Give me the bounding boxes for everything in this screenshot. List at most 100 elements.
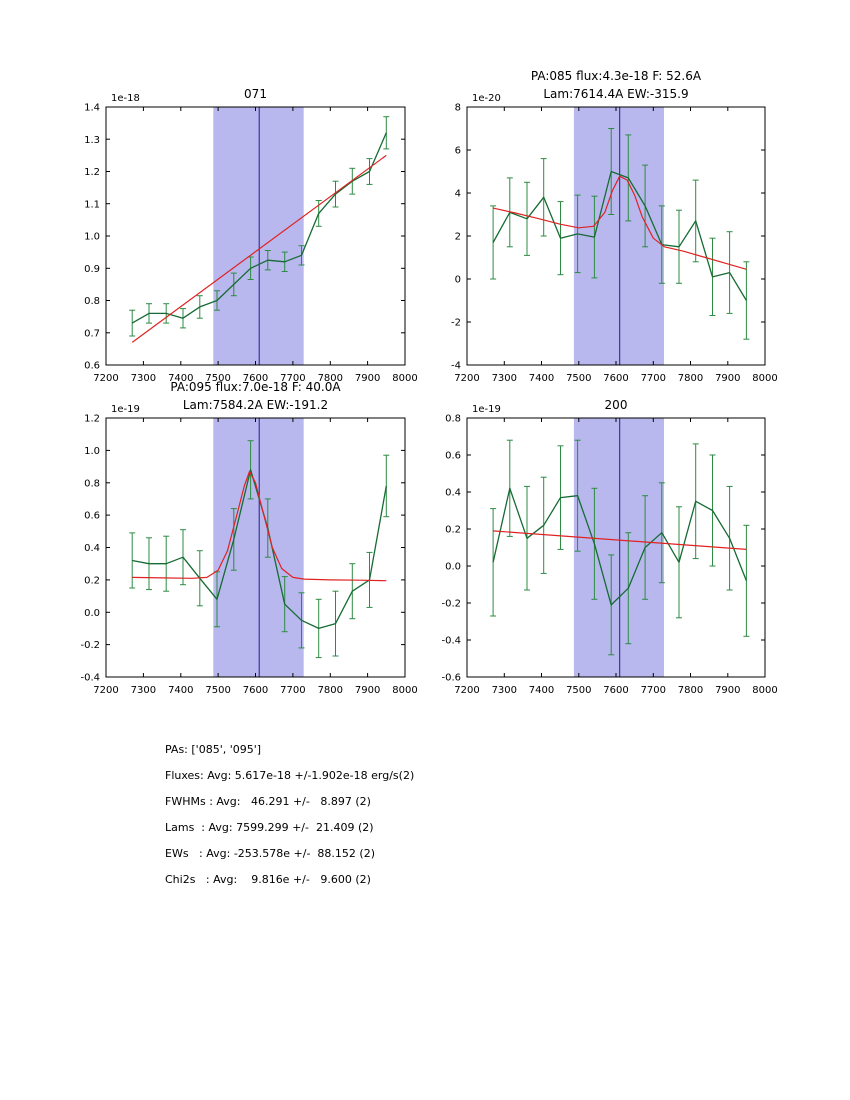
summary-line-fwhms: FWHMs : Avg: 46.291 +/- 8.897 (2) xyxy=(165,795,371,808)
summary-line-pas: PAs: ['085', '095'] xyxy=(165,743,262,756)
y-tick-label: 1.4 xyxy=(84,103,100,114)
y-tick-label: 4 xyxy=(455,189,461,200)
y-tick-label: -0.2 xyxy=(80,640,100,651)
highlight-band xyxy=(213,418,304,677)
x-tick-label: 7900 xyxy=(715,685,740,696)
y-tick-label: 6 xyxy=(455,146,461,157)
x-tick-label: 7500 xyxy=(205,685,230,696)
highlight-band xyxy=(573,418,664,677)
y-tick-label: 0.8 xyxy=(84,296,100,307)
fit-line xyxy=(132,470,387,582)
x-tick-label: 7700 xyxy=(641,373,666,384)
tick-marks xyxy=(466,417,766,678)
subplot-top-left: 7200 7300 7400 7500 7600 7700 7800 7900 8000 0.6 0… xyxy=(84,87,418,384)
x-tick-label: 7300 xyxy=(131,685,156,696)
summary-line-ews: EWs : Avg: -253.578e +/- 88.152 (2) xyxy=(165,847,375,860)
tick-marks xyxy=(466,106,766,366)
y-tick-label: 0.0 xyxy=(84,608,100,619)
x-tick-label: 7800 xyxy=(318,373,343,384)
x-tick-label: 7600 xyxy=(603,373,628,384)
fit-line xyxy=(131,154,387,343)
x-tick-label: 7700 xyxy=(280,685,305,696)
y-tick-label: 0.7 xyxy=(84,328,100,339)
summary-line-fluxes: Fluxes: Avg: 5.617e-18 +/-1.902e-18 erg/… xyxy=(165,769,415,782)
y-tick-label: -4 xyxy=(451,361,461,372)
y-tick-label: 0.2 xyxy=(84,575,100,586)
x-tick-label: 7900 xyxy=(355,373,380,384)
plot-title: PA:095 flux:7.0e-18 F: 40.0A xyxy=(170,380,341,394)
x-tick-label: 7200 xyxy=(454,685,479,696)
y-tick-label: 0.8 xyxy=(445,414,461,425)
y-tick-label: 1.0 xyxy=(84,232,100,243)
y-tick-label: 0.4 xyxy=(445,488,461,499)
x-tick-label: 7800 xyxy=(678,685,703,696)
y-tick-label: -0.4 xyxy=(80,673,100,684)
y-tick-label: 0 xyxy=(455,275,461,286)
x-tick-label: 8000 xyxy=(752,685,777,696)
y-tick-label: 8 xyxy=(455,103,461,114)
summary-text: PAs: ['085', '095'] Fluxes: Avg: 5.617e-… xyxy=(165,743,414,899)
y-tick-label: 1.1 xyxy=(84,199,100,210)
fit-line xyxy=(492,175,747,270)
plot-title: 200 xyxy=(605,398,628,412)
y-tick-label: 1.3 xyxy=(84,135,100,146)
plot-title: PA:085 flux:4.3e-18 F: 52.6A xyxy=(531,69,702,83)
x-tick-label: 7500 xyxy=(205,373,230,384)
y-tick-label: 0.0 xyxy=(445,562,461,573)
tick-labels: 7200 7300 7400 7500 7600 7700 7800 7900 8000 0.6 0… xyxy=(84,103,418,385)
x-tick-label: 7800 xyxy=(678,373,703,384)
x-tick-label: 7600 xyxy=(603,685,628,696)
x-tick-label: 7700 xyxy=(641,685,666,696)
y-tick-label: 0.6 xyxy=(445,451,461,462)
y-tick-label: 1.2 xyxy=(84,414,100,425)
plots-canvas: 7200 7300 7400 7500 7600 7700 7800 7900 8000 0.6 0… xyxy=(80,69,778,696)
summary-line-lams: Lams : Avg: 7599.299 +/- 21.409 (2) xyxy=(165,821,374,834)
y-tick-label: 0.6 xyxy=(84,511,100,522)
x-tick-label: 7400 xyxy=(529,373,554,384)
data-series-line xyxy=(492,170,747,301)
tick-labels: 7200 7300 7400 7500 7600 7700 7800 7900 8000 -0.4… xyxy=(80,414,417,697)
highlight-band xyxy=(213,107,304,365)
plot-title: Lam:7614.4A EW:-315.9 xyxy=(543,87,688,101)
summary-line-chi2s: Chi2s : Avg: 9.816e +/- 9.600 (2) xyxy=(165,873,371,886)
axis-offset-label: 1e-19 xyxy=(472,404,501,415)
x-tick-label: 7400 xyxy=(168,373,193,384)
x-tick-label: 7300 xyxy=(131,373,156,384)
y-tick-label: -2 xyxy=(451,318,461,329)
x-tick-label: 8000 xyxy=(392,373,417,384)
data-series-line xyxy=(131,132,387,324)
y-tick-label: 0.4 xyxy=(84,543,100,554)
tick-labels: 7200 7300 7400 7500 7600 7700 7800 7900 8000 -4 -2… xyxy=(451,103,778,385)
subplot-bottom-right: 7200 7300 7400 7500 7600 7700 7800 7900 8000 -0.6… xyxy=(441,398,777,696)
x-tick-label: 7900 xyxy=(355,685,380,696)
fit-line xyxy=(493,530,747,550)
plot-title: Lam:7584.2A EW:-191.2 xyxy=(183,398,328,412)
axis-offset-label: 1e-18 xyxy=(111,93,140,104)
x-tick-label: 7400 xyxy=(529,685,554,696)
y-tick-label: 1.2 xyxy=(84,167,100,178)
x-tick-label: 7600 xyxy=(243,685,268,696)
tick-marks xyxy=(105,417,406,678)
axis-offset-label: 1e-19 xyxy=(111,404,140,415)
x-tick-label: 8000 xyxy=(392,685,417,696)
x-tick-label: 8000 xyxy=(752,373,777,384)
x-tick-label: 7200 xyxy=(93,685,118,696)
x-tick-label: 7500 xyxy=(566,373,591,384)
x-tick-label: 7200 xyxy=(93,373,118,384)
subplot-bottom-left: 7200 7300 7400 7500 7600 7700 7800 7900 8000 -0.4… xyxy=(80,380,417,696)
y-tick-label: -0.4 xyxy=(441,636,461,647)
x-tick-label: 7800 xyxy=(318,685,343,696)
y-tick-label: 2 xyxy=(455,232,461,243)
tick-labels: 7200 7300 7400 7500 7600 7700 7800 7900 8000 -0.6… xyxy=(441,414,777,697)
tick-marks xyxy=(105,106,406,366)
axis-offset-label: 1e-20 xyxy=(472,93,501,104)
x-tick-label: 7300 xyxy=(492,373,517,384)
x-tick-label: 7700 xyxy=(280,373,305,384)
x-tick-label: 7600 xyxy=(243,373,268,384)
x-tick-label: 7900 xyxy=(715,373,740,384)
x-tick-label: 7500 xyxy=(566,685,591,696)
x-tick-label: 7300 xyxy=(492,685,517,696)
subplot-top-right: 7200 7300 7400 7500 7600 7700 7800 7900 8000 -4 -2… xyxy=(451,69,778,384)
data-series-line xyxy=(492,487,748,606)
